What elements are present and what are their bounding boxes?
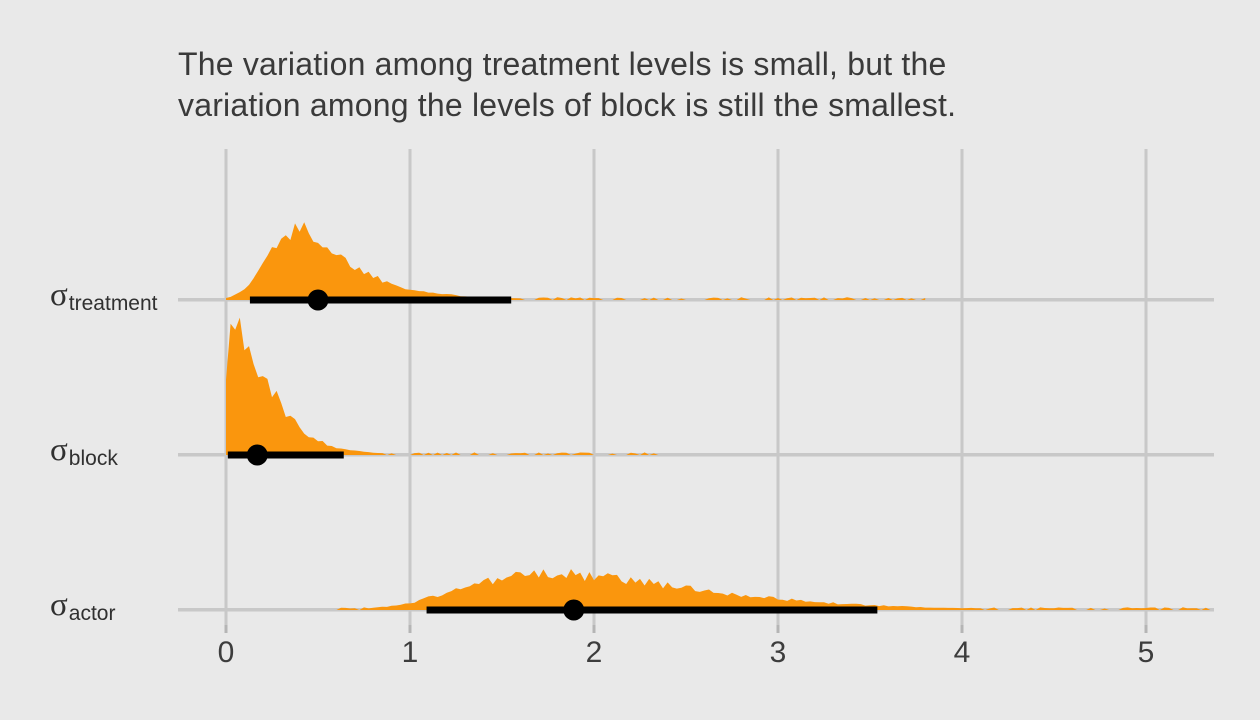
x-tick-label-2: 2 (585, 636, 603, 669)
gridline-y-sigma_treatment (178, 298, 1214, 302)
y-axis-label-sigma_block: σblock (50, 432, 118, 470)
point-estimate-sigma_block (246, 444, 268, 466)
interval-sigma_actor (426, 606, 878, 614)
x-tick-mark-3 (776, 625, 780, 633)
gridline-x-3 (776, 149, 780, 625)
density-sigma_actor (336, 569, 1211, 610)
x-tick-mark-5 (1144, 625, 1148, 633)
interval-sigma_block (227, 451, 344, 459)
x-tick-mark-0 (224, 625, 228, 633)
gridline-y-sigma_block (178, 453, 1214, 457)
sigma-symbol: σ (50, 587, 68, 623)
sigma-symbol: σ (50, 432, 68, 468)
x-tick-label-4: 4 (953, 636, 971, 669)
point-estimate-sigma_actor (563, 599, 585, 621)
gridline-x-5 (1144, 149, 1148, 625)
gridline-x-2 (592, 149, 596, 625)
chart-title-line-1: The variation among treatment levels is … (178, 46, 947, 82)
x-tick-label-1: 1 (401, 636, 419, 669)
density-sigma_treatment (226, 222, 926, 300)
y-axis-label-sigma_actor: σactor (50, 587, 116, 625)
gridline-x-1 (408, 149, 412, 625)
x-tick-label-0: 0 (217, 636, 235, 669)
point-estimate-sigma_treatment (307, 289, 329, 311)
chart-title: The variation among treatment levels is … (178, 44, 956, 126)
chart-title-line-2: variation among the levels of block is s… (178, 87, 957, 123)
sigma-symbol: σ (50, 277, 68, 313)
x-tick-mark-1 (408, 625, 412, 633)
x-tick-mark-2 (592, 625, 596, 633)
interval-sigma_treatment (249, 296, 512, 304)
x-tick-mark-4 (960, 625, 964, 633)
y-axis-label-sigma_treatment: σtreatment (50, 277, 158, 315)
x-tick-label-3: 3 (769, 636, 787, 669)
x-tick-label-5: 5 (1137, 636, 1155, 669)
sigma-subscript: block (68, 447, 118, 470)
sigma-subscript: actor (68, 602, 116, 625)
gridline-x-4 (960, 149, 964, 625)
density-sigma_block (226, 317, 686, 455)
sigma-subscript: treatment (68, 292, 158, 315)
